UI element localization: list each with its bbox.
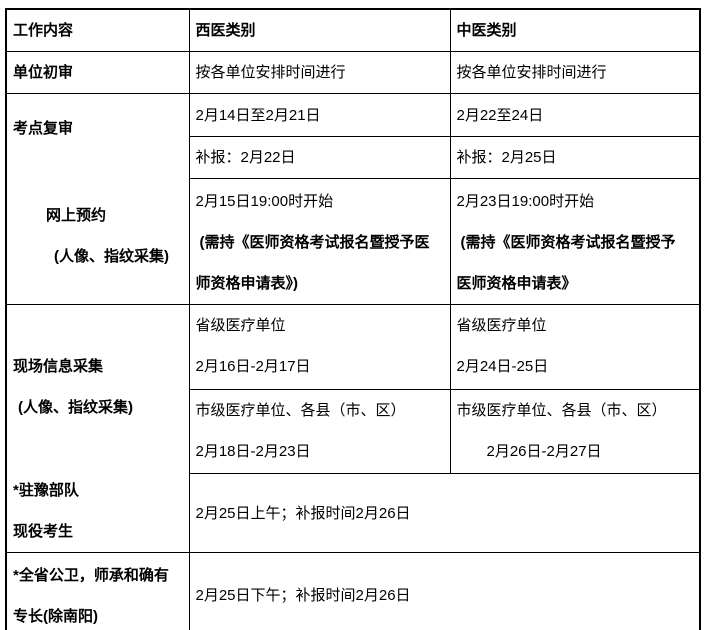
cell-booking-tcm: 2月23日19:00时开始 (需持《医师资格考试报名暨授予 医师资格申请表》 [449, 178, 701, 305]
row-label: *全省公卫，师承和确有 [13, 567, 169, 584]
row-label-site-recheck: 考点复审 [13, 120, 74, 137]
cell-municipal-tcm: 市级医疗单位、各县（市、区） 2月26日-2月27日 [449, 388, 701, 475]
header-label: 工作内容 [13, 22, 74, 39]
cell-army-schedule: 2月25日上午；补报时间2月26日 [188, 473, 701, 553]
cell-text: 2月22至24日 [456, 106, 544, 124]
row-label-onsite-collection: 现场信息采集 [13, 358, 104, 375]
cell-public-health-label: *全省公卫，师承和确有 专长(除南阳) [5, 552, 190, 630]
cell-text: 按各单位安排时间进行 [195, 64, 346, 81]
unit-review-row: 单位初审 按各单位安排时间进行 按各单位安排时间进行 [5, 51, 701, 94]
cell-text: 2月25日下午；补报时间2月26日 [195, 586, 411, 604]
cell-text: 2月25日上午；补报时间2月26日 [195, 504, 411, 522]
army-schedule-row: 2月25日上午；补报时间2月26日 [6, 473, 701, 553]
cell-provincial-tcm: 省级医疗单位 2月24日-25日 [449, 304, 701, 390]
cell-onsite-collection-label: 现场信息采集 (人像、指纹采集) *驻豫部队 现役考生 [5, 304, 190, 553]
row-label-army: 现役考生 [13, 523, 74, 540]
header-cell-work-content: 工作内容 [5, 8, 190, 52]
cell-text: 省级医疗单位 [456, 317, 547, 334]
cell-makeup-tcm: 补报：2月25日 [449, 136, 701, 179]
header-label: 西医类别 [195, 22, 256, 39]
cell-unit-review-label: 单位初审 [5, 51, 190, 94]
exam-schedule-table: 工作内容 西医类别 中医类别 单位初审 按各单位安排时间进行 按各单位安排时间进… [5, 8, 701, 630]
cell-unit-review-tcm: 按各单位安排时间进行 [449, 51, 701, 94]
cell-unit-review-west: 按各单位安排时间进行 [188, 51, 451, 94]
online-booking-row: 2月15日19:00时开始 (需持《医师资格考试报名暨授予医 师资格申请表》) … [6, 178, 701, 305]
makeup-row: 补报：2月22日 补报：2月25日 [6, 136, 701, 179]
cell-text: 2月26日-2月27日 [486, 442, 602, 460]
cell-note: 师资格申请表》) [195, 275, 299, 292]
cell-note: (需持《医师资格考试报名暨授予医 [199, 234, 430, 251]
cell-text: 补报：2月25日 [456, 149, 557, 166]
public-health-row: *全省公卫，师承和确有 专长(除南阳) 2月25日下午；补报时间2月26日 [5, 552, 701, 630]
cell-text: 2月18日-2月23日 [195, 442, 311, 460]
cell-recheck-booking-label: 考点复审 网上预约 (人像、指纹采集) [5, 93, 190, 305]
row-label-collection-note: (人像、指纹采集) [18, 399, 133, 416]
header-cell-western-medicine: 西医类别 [188, 8, 451, 52]
cell-text: 2月24日-25日 [456, 358, 549, 375]
cell-text: 省级医疗单位 [195, 317, 286, 334]
row-label-online-booking: 网上预约 [46, 207, 107, 224]
cell-text: 市级医疗单位、各县（市、区） [456, 401, 667, 419]
cell-recheck-tcm-dates: 2月22至24日 [449, 93, 701, 137]
row-label-army: *驻豫部队 [13, 482, 79, 499]
cell-text: 按各单位安排时间进行 [456, 64, 607, 81]
cell-text: 2月23日19:00时开始 [456, 193, 595, 210]
header-label: 中医类别 [456, 22, 517, 39]
row-label: 专长(除南阳) [13, 608, 98, 625]
cell-text: 2月15日19:00时开始 [195, 193, 334, 210]
cell-municipal-west: 市级医疗单位、各县（市、区） 2月18日-2月23日 [188, 388, 451, 475]
cell-recheck-west-dates: 2月14日至2月21日 [188, 93, 451, 137]
cell-provincial-west: 省级医疗单位 2月16日-2月17日 [188, 304, 451, 390]
municipal-collection-row: 市级医疗单位、各县（市、区） 2月18日-2月23日 市级医疗单位、各县（市、区… [6, 388, 701, 475]
provincial-collection-row: 现场信息采集 (人像、指纹采集) *驻豫部队 现役考生 省级医疗单位 2月16日… [5, 304, 701, 553]
header-cell-chinese-medicine: 中医类别 [449, 8, 701, 52]
row-label-booking-note: (人像、指纹采集) [54, 248, 169, 265]
header-row: 工作内容 西医类别 中医类别 [5, 8, 701, 52]
cell-note: (需持《医师资格考试报名暨授予 [460, 234, 676, 251]
cell-note: 医师资格申请表》 [456, 275, 577, 292]
site-recheck-row: 考点复审 网上预约 (人像、指纹采集) 2月14日至2月21日 2月22至24日 [5, 93, 701, 305]
cell-text: 补报：2月22日 [195, 149, 296, 166]
cell-booking-west: 2月15日19:00时开始 (需持《医师资格考试报名暨授予医 师资格申请表》) [188, 178, 451, 305]
cell-text: 2月14日至2月21日 [195, 106, 321, 124]
cell-public-health-schedule: 2月25日下午；补报时间2月26日 [188, 552, 701, 630]
cell-text: 市级医疗单位、各县（市、区） [195, 401, 406, 419]
row-label: 单位初审 [13, 64, 74, 81]
cell-text: 2月16日-2月17日 [195, 358, 311, 375]
cell-makeup-west: 补报：2月22日 [188, 136, 451, 179]
